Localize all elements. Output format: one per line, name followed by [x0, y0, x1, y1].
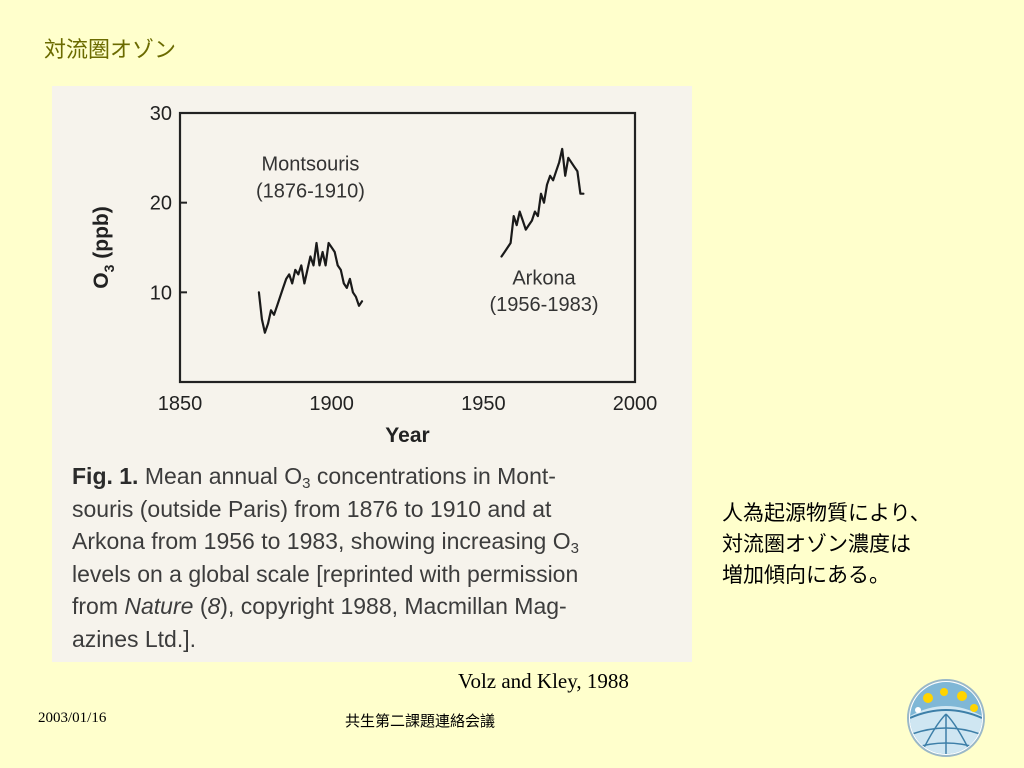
slide-title: 対流圏オゾン [44, 38, 177, 63]
series-label-years: (1876-1910) [256, 180, 365, 202]
caption-fragment: ), copyright 1988, Macmillan Mag- [220, 593, 567, 619]
figure-caption: Fig. 1. Mean annual O3 concentrations in… [72, 460, 684, 655]
caption-fragment: azines Ltd.]. [72, 625, 197, 652]
y-tick-label: 30 [150, 103, 172, 125]
side-note: 人為起源物質により、 対流圏オゾン濃度は 増加傾向にある。 [722, 498, 1002, 591]
caption-fragment: 8 [207, 593, 221, 619]
side-note-line: 人為起源物質により、 [722, 501, 931, 525]
series-line-arkona [500, 147, 585, 258]
series-label-years: (1956-1983) [490, 294, 599, 316]
side-note-line: 対流圏オゾン濃度は [722, 532, 911, 556]
caption-fragment: Arkona from 1956 to 1983, showing increa… [72, 528, 571, 554]
caption-fragment: Mean annual O [144, 463, 303, 489]
side-note-line: 増加傾向にある。 [722, 563, 890, 587]
caption-fragment: ( [193, 593, 208, 619]
x-tick-label: 1850 [158, 393, 203, 415]
plot-frame [178, 111, 637, 384]
x-axis-label: Year [385, 424, 429, 447]
figure-panel: 10 20 30 1850 1900 1950 2000 Year O3 (ppb) Montso… [52, 86, 692, 662]
y-tick-label: 10 [150, 282, 172, 304]
series-label: Arkona [512, 267, 576, 289]
footer-meeting: 共生第二課題連絡会議 [345, 712, 496, 730]
y-tick-label: 20 [150, 193, 172, 215]
caption-fragment: levels on a global scale [reprinted with… [72, 560, 579, 587]
caption-fragment: from [72, 593, 125, 619]
x-tick-label: 1950 [461, 393, 506, 415]
x-tick-label: 1900 [309, 393, 354, 415]
ozone-chart: 10 20 30 1850 1900 1950 2000 Year O3 (ppb) Montso… [90, 103, 658, 447]
citation: Volz and Kley, 1988 [458, 669, 629, 693]
caption-fragment: concentrations in Mont- [310, 463, 556, 489]
series-label: Montsouris [262, 153, 360, 175]
caption-label: Fig. 1. [72, 463, 139, 489]
caption-fragment: Nature [124, 593, 194, 619]
footer-date: 2003/01/16 [38, 710, 107, 726]
y-axis-label: O3 (ppb) [90, 206, 117, 288]
series-line-montsouris [257, 241, 364, 334]
caption-fragment: 3 [570, 540, 579, 557]
caption-fragment: 3 [302, 475, 311, 492]
x-tick-label: 2000 [613, 393, 658, 415]
earth-logo-icon [907, 679, 985, 757]
caption-fragment: souris (outside Paris) from 1876 to 1910… [72, 495, 552, 522]
